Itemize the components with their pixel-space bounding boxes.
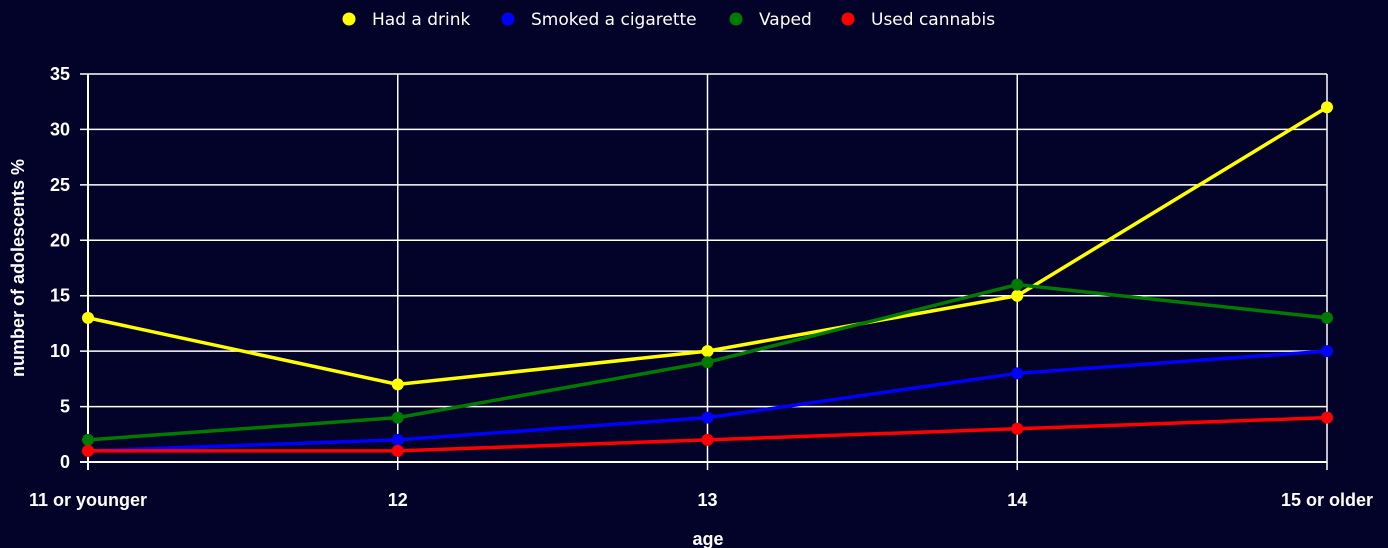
legend-item-vaped: Vaped: [729, 10, 812, 30]
data-point-used-cannabis-11-or-younger: [82, 444, 94, 457]
data-point-smoked-a-cigarette-12: [391, 433, 404, 446]
data-point-had-a-drink-13: [701, 345, 714, 358]
data-point-had-a-drink-12: [391, 378, 404, 391]
y-tick-label-10: 10: [50, 341, 70, 361]
legend-label-smoked-a-cigarette: Smoked a cigarette: [531, 10, 697, 30]
chart-legend: Had a drink Smoked a cigarette Vaped Used c…: [342, 10, 995, 30]
data-point-vaped-15-or-older: [1321, 311, 1333, 324]
legend-item-used-cannabis: Used cannabis: [841, 10, 995, 30]
legend-marker-vaped: [729, 12, 743, 26]
legend-label-used-cannabis: Used cannabis: [871, 10, 995, 30]
x-axis-tick-labels: 11 or younger 12 13 14 15 or older: [29, 490, 1373, 510]
x-tick-label-14: 14: [1007, 490, 1027, 510]
series-vaped: [82, 278, 1333, 446]
data-point-used-cannabis-15-or-older: [1321, 411, 1333, 424]
chart-series: [82, 101, 1333, 457]
data-point-smoked-a-cigarette-13: [701, 411, 714, 424]
y-tick-label-25: 25: [50, 175, 70, 195]
data-point-had-a-drink-11-or-younger: [82, 311, 94, 324]
chart-grid: [80, 73, 1328, 470]
series-used-cannabis: [82, 411, 1333, 457]
y-tick-label-35: 35: [50, 64, 70, 84]
y-tick-label-30: 30: [50, 119, 70, 139]
data-point-vaped-12: [391, 411, 404, 424]
y-tick-label-20: 20: [50, 230, 70, 250]
data-point-smoked-a-cigarette-14: [1011, 367, 1024, 380]
x-axis-title: age: [692, 529, 723, 548]
y-tick-label-0: 0: [60, 452, 70, 472]
legend-item-had-a-drink: Had a drink: [342, 10, 470, 30]
y-axis-title: number of adolescents %: [8, 159, 28, 377]
chart-axes: [80, 74, 1327, 470]
data-point-vaped-13: [701, 356, 714, 369]
data-point-had-a-drink-14: [1011, 289, 1024, 302]
data-point-vaped-11-or-younger: [82, 433, 94, 446]
data-point-used-cannabis-14: [1011, 422, 1024, 435]
data-point-used-cannabis-13: [701, 433, 714, 446]
x-tick-label-13: 13: [697, 490, 717, 510]
y-axis-tick-labels: 0 5 10 15 20 25 30 35: [50, 64, 70, 472]
data-point-vaped-14: [1011, 278, 1024, 291]
legend-marker-used-cannabis: [841, 12, 855, 26]
data-point-used-cannabis-12: [391, 444, 404, 457]
y-tick-label-5: 5: [60, 397, 70, 417]
legend-label-had-a-drink: Had a drink: [372, 10, 470, 30]
data-point-had-a-drink-15-or-older: [1321, 101, 1333, 114]
legend-marker-smoked-a-cigarette: [501, 12, 515, 26]
series-had-a-drink: [82, 101, 1333, 391]
data-point-smoked-a-cigarette-15-or-older: [1321, 345, 1333, 358]
x-tick-label-11-or-younger: 11 or younger: [29, 490, 147, 510]
legend-label-vaped: Vaped: [759, 10, 812, 30]
legend-item-smoked-a-cigarette: Smoked a cigarette: [501, 10, 697, 30]
y-tick-label-15: 15: [50, 286, 70, 306]
legend-marker-had-a-drink: [342, 12, 356, 26]
x-tick-label-15-or-older: 15 or older: [1281, 490, 1373, 510]
x-tick-label-12: 12: [388, 490, 408, 510]
